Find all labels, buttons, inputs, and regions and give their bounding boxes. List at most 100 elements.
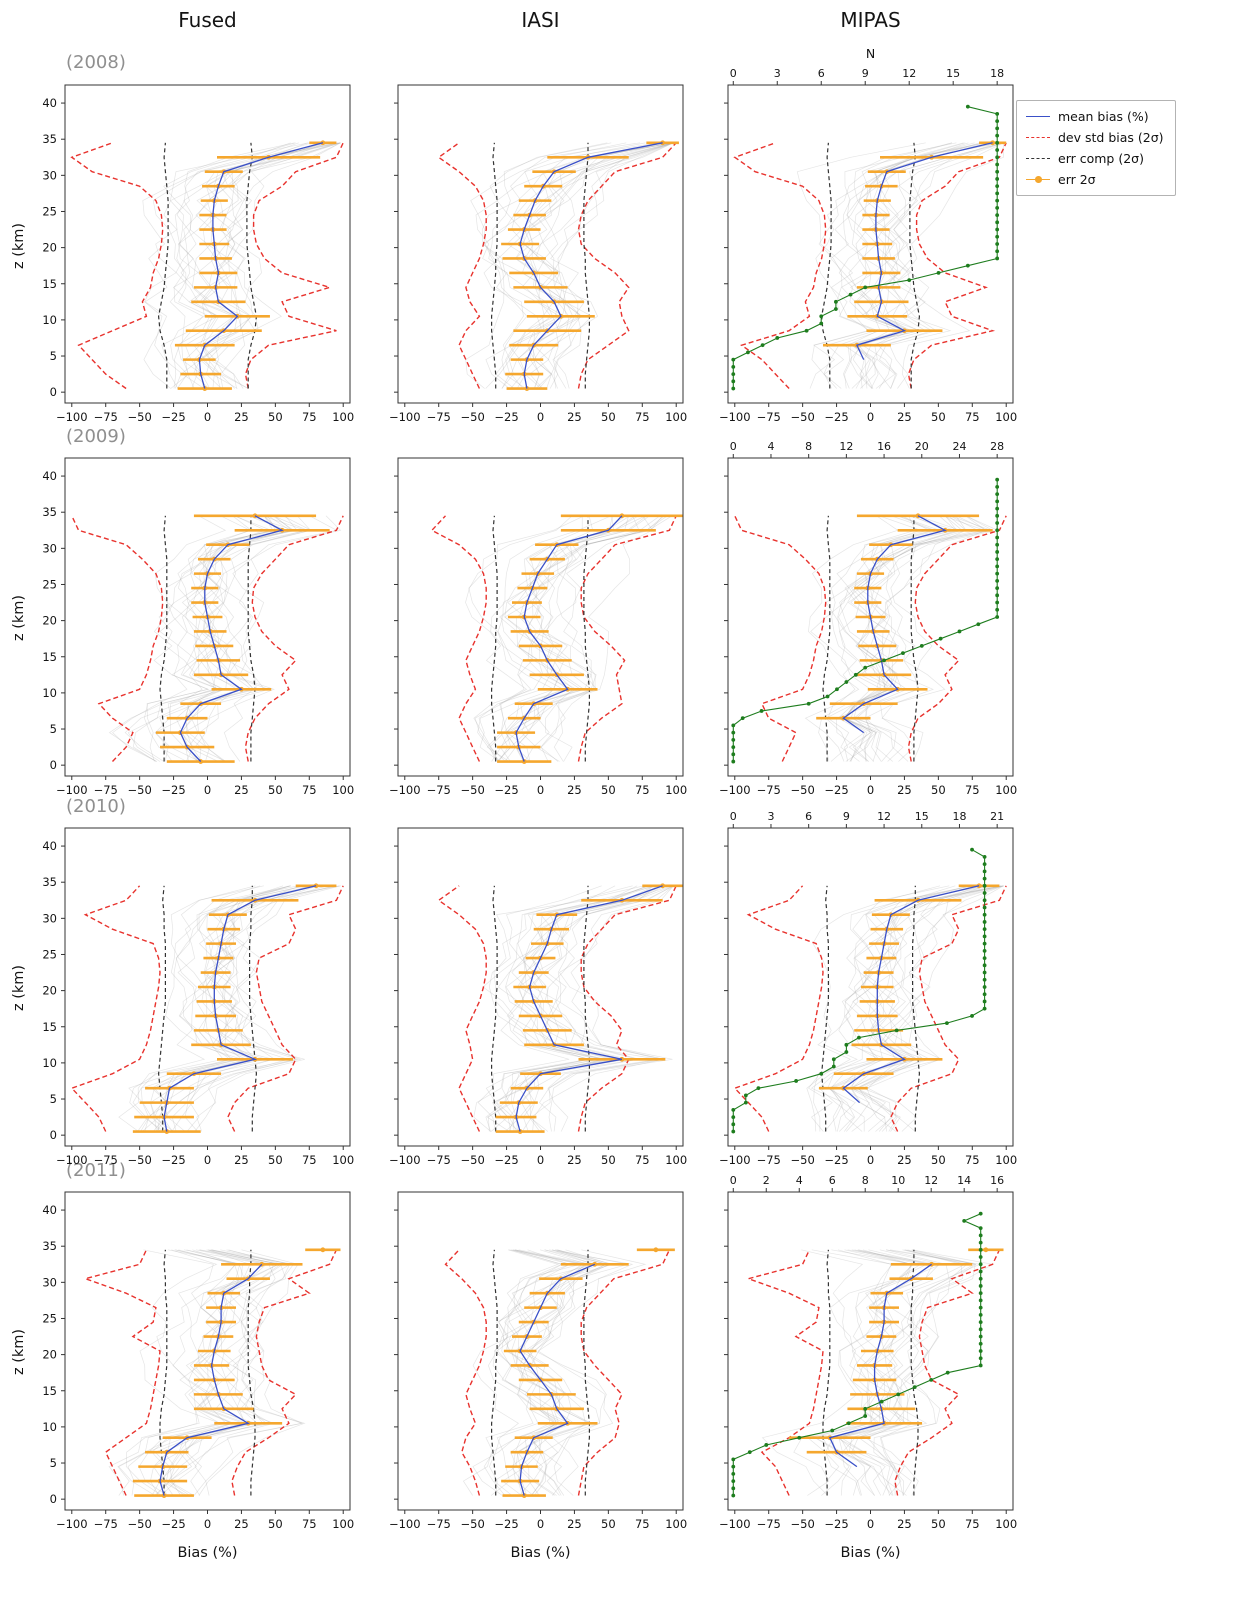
svg-text:25: 25 [897,1153,912,1167]
svg-text:12: 12 [902,67,916,80]
svg-text:6: 6 [805,810,812,823]
x-axis-title-fused: Bias (%) [177,1545,238,1561]
individual-profiles [796,142,1004,389]
svg-text:−25: −25 [824,410,848,424]
svg-text:−75: −75 [94,1153,118,1167]
year-label-2010: (2010) [66,796,126,817]
svg-text:16: 16 [990,1174,1004,1187]
panel-2008-mipas: 0 3 6 9 12 15 18 −100 −75 −50 −25 0 25 50 75 100 [719,67,1017,424]
svg-text:18: 18 [952,810,966,823]
svg-text:100: 100 [665,1153,687,1167]
svg-text:−50: −50 [461,410,485,424]
svg-text:−100: −100 [56,1153,88,1167]
svg-text:50: 50 [931,410,946,424]
x-axis: −100 −75 −50 −25 0 25 50 75 100 [389,1146,687,1167]
individual-profiles [142,142,341,389]
svg-text:35: 35 [42,505,57,519]
x-axis: −100 −75 −50 −25 0 25 50 75 100 [389,776,687,797]
individual-profiles [108,515,342,762]
svg-text:9: 9 [862,67,869,80]
svg-text:75: 75 [635,410,650,424]
svg-text:−100: −100 [719,1153,751,1167]
svg-text:6: 6 [829,1174,836,1187]
panel-2008-iasi: −100 −75 −50 −25 0 25 50 75 100 [389,84,687,424]
plot-frame [397,84,684,404]
svg-text:50: 50 [268,410,283,424]
err-2sigma-bars [155,513,330,764]
svg-text:25: 25 [234,1517,249,1531]
svg-text:14: 14 [957,1174,971,1187]
panel-2009-iasi: −100 −75 −50 −25 0 25 50 75 100 [389,457,687,797]
svg-text:18: 18 [990,67,1004,80]
err-comp-envelope [491,515,590,762]
year-label-2008: (2008) [66,52,126,73]
svg-text:−25: −25 [161,410,185,424]
legend-item-mean-bias: mean bias (%) [1026,109,1164,124]
err-2sigma-bars [818,883,1000,1091]
svg-text:28: 28 [990,440,1004,453]
svg-text:−25: −25 [494,1517,518,1531]
svg-text:−75: −75 [757,410,781,424]
dev-std-envelope [430,515,677,762]
svg-text:−25: −25 [161,783,185,797]
svg-text:15: 15 [915,810,929,823]
dev-std-envelope [70,885,344,1132]
n-profile [731,847,987,1134]
svg-text:4: 4 [767,440,774,453]
n-axis: 0 4 8 12 16 20 24 28 [730,440,1004,458]
svg-text:−50: −50 [791,410,815,424]
svg-text:75: 75 [635,1517,650,1531]
svg-text:−25: −25 [161,1153,185,1167]
individual-profiles [806,885,1004,1132]
svg-text:75: 75 [302,410,317,424]
individual-profiles [761,1249,994,1496]
svg-text:40: 40 [42,469,57,483]
legend-item-err-2sigma: err 2σ [1026,172,1164,187]
svg-text:6: 6 [818,67,825,80]
err-comp-envelope [820,142,921,389]
x-axis: −100 −75 −50 −25 0 25 50 75 100 [389,403,687,424]
svg-text:4: 4 [796,1174,803,1187]
mean-bias-line [842,515,947,734]
dev-std-envelope [70,142,344,390]
err-2sigma-bars [495,883,683,1134]
svg-text:25: 25 [897,1517,912,1531]
svg-text:15: 15 [42,277,57,291]
svg-text:−50: −50 [128,410,152,424]
dev-std-envelope [437,142,677,389]
y-axis [724,475,728,766]
svg-text:25: 25 [234,783,249,797]
svg-text:−100: −100 [389,783,421,797]
legend-label: mean bias (%) [1058,109,1149,124]
svg-text:75: 75 [635,783,650,797]
dev-std-envelope [83,1249,338,1496]
panel-2011-mipas: 0 2 4 6 8 10 12 14 16 −100 −75 −50 −25 0 25 50 75 100 [719,1174,1017,1531]
svg-text:−50: −50 [791,1153,815,1167]
individual-profiles [473,885,674,1132]
err-comp-envelope [820,885,921,1132]
err-2sigma-bars [789,1247,1004,1455]
svg-text:−50: −50 [791,1517,815,1531]
svg-text:15: 15 [42,1020,57,1034]
err-comp-envelope [822,515,919,762]
svg-text:25: 25 [567,783,582,797]
svg-text:25: 25 [42,577,57,591]
svg-text:−100: −100 [719,410,751,424]
svg-text:50: 50 [601,1517,616,1531]
panel-2008-fused: −100 −75 −50 −25 0 25 50 75 100 0 5 10 15 20 25 30 35 40 [42,84,354,424]
svg-text:−75: −75 [427,1517,451,1531]
svg-text:−100: −100 [719,783,751,797]
y-axis [724,102,728,393]
svg-text:100: 100 [332,783,354,797]
svg-text:50: 50 [268,1517,283,1531]
svg-text:50: 50 [601,410,616,424]
svg-text:0: 0 [867,1517,874,1531]
svg-text:75: 75 [302,1153,317,1167]
panel-2009-fused: −100 −75 −50 −25 0 25 50 75 100 0 5 10 15 20 25 30 35 40 [42,457,354,797]
svg-text:−75: −75 [757,1153,781,1167]
svg-text:75: 75 [302,1517,317,1531]
svg-text:−25: −25 [494,410,518,424]
err-comp-envelope [157,885,258,1132]
svg-text:0: 0 [730,440,737,453]
n-axis: 0 3 6 9 12 15 18 21 [730,810,1004,828]
